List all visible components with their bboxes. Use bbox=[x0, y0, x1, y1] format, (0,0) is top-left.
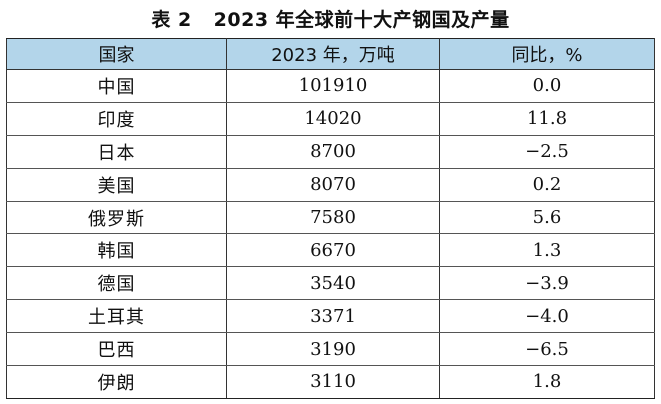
output-cell: 3540 bbox=[226, 266, 440, 301]
table-row: 韩国 6670 1.3 bbox=[6, 233, 655, 268]
table-row: 美国 8070 0.2 bbox=[6, 168, 655, 202]
output-cell: 14020 bbox=[226, 102, 440, 136]
yoy-cell: 0.2 bbox=[439, 168, 655, 202]
table-row: 俄罗斯 7580 5.6 bbox=[6, 201, 655, 235]
table-row: 巴西 3190 −6.5 bbox=[6, 332, 655, 367]
table-row: 伊朗 3110 1.8 bbox=[6, 365, 655, 399]
table-number: 表 2 bbox=[151, 8, 192, 31]
column-header-yoy: 同比，% bbox=[439, 38, 655, 70]
output-cell: 3371 bbox=[226, 299, 440, 334]
table-row: 德国 3540 −3.9 bbox=[6, 266, 655, 301]
table-row: 日本 8700 −2.5 bbox=[6, 135, 655, 169]
output-cell: 6670 bbox=[226, 233, 440, 268]
table-row: 中国 101910 0.0 bbox=[6, 69, 655, 103]
country-cell: 美国 bbox=[6, 168, 227, 202]
country-cell: 伊朗 bbox=[6, 365, 227, 399]
output-cell: 3110 bbox=[226, 365, 440, 399]
country-cell: 俄罗斯 bbox=[6, 201, 227, 235]
yoy-cell: 0.0 bbox=[439, 69, 655, 103]
yoy-cell: −6.5 bbox=[439, 332, 655, 367]
country-cell: 巴西 bbox=[6, 332, 227, 367]
output-cell: 101910 bbox=[226, 69, 440, 103]
output-cell: 7580 bbox=[226, 201, 440, 235]
country-cell: 日本 bbox=[6, 135, 227, 169]
yoy-cell: −4.0 bbox=[439, 299, 655, 334]
column-header-country: 国家 bbox=[6, 38, 227, 70]
table-row: 土耳其 3371 −4.0 bbox=[6, 299, 655, 334]
yoy-cell: 5.6 bbox=[439, 201, 655, 235]
country-cell: 韩国 bbox=[6, 233, 227, 268]
table-row: 印度 14020 11.8 bbox=[6, 102, 655, 136]
table-title: 2023 年全球前十大产钢国及产量 bbox=[213, 8, 510, 31]
yoy-cell: 11.8 bbox=[439, 102, 655, 136]
steel-production-table: 国家 2023 年，万吨 同比，% 中国 101910 0.0 印度 14020… bbox=[6, 38, 655, 399]
table-caption: 表 2 2023 年全球前十大产钢国及产量 bbox=[0, 0, 661, 36]
output-cell: 8070 bbox=[226, 168, 440, 202]
yoy-cell: 1.8 bbox=[439, 365, 655, 399]
yoy-cell: −3.9 bbox=[439, 266, 655, 301]
yoy-cell: 1.3 bbox=[439, 233, 655, 268]
output-cell: 8700 bbox=[226, 135, 440, 169]
table-header-row: 国家 2023 年，万吨 同比，% bbox=[6, 38, 655, 70]
output-cell: 3190 bbox=[226, 332, 440, 367]
yoy-cell: −2.5 bbox=[439, 135, 655, 169]
country-cell: 土耳其 bbox=[6, 299, 227, 334]
country-cell: 中国 bbox=[6, 69, 227, 103]
country-cell: 德国 bbox=[6, 266, 227, 301]
country-cell: 印度 bbox=[6, 102, 227, 136]
column-header-output: 2023 年，万吨 bbox=[226, 38, 440, 70]
